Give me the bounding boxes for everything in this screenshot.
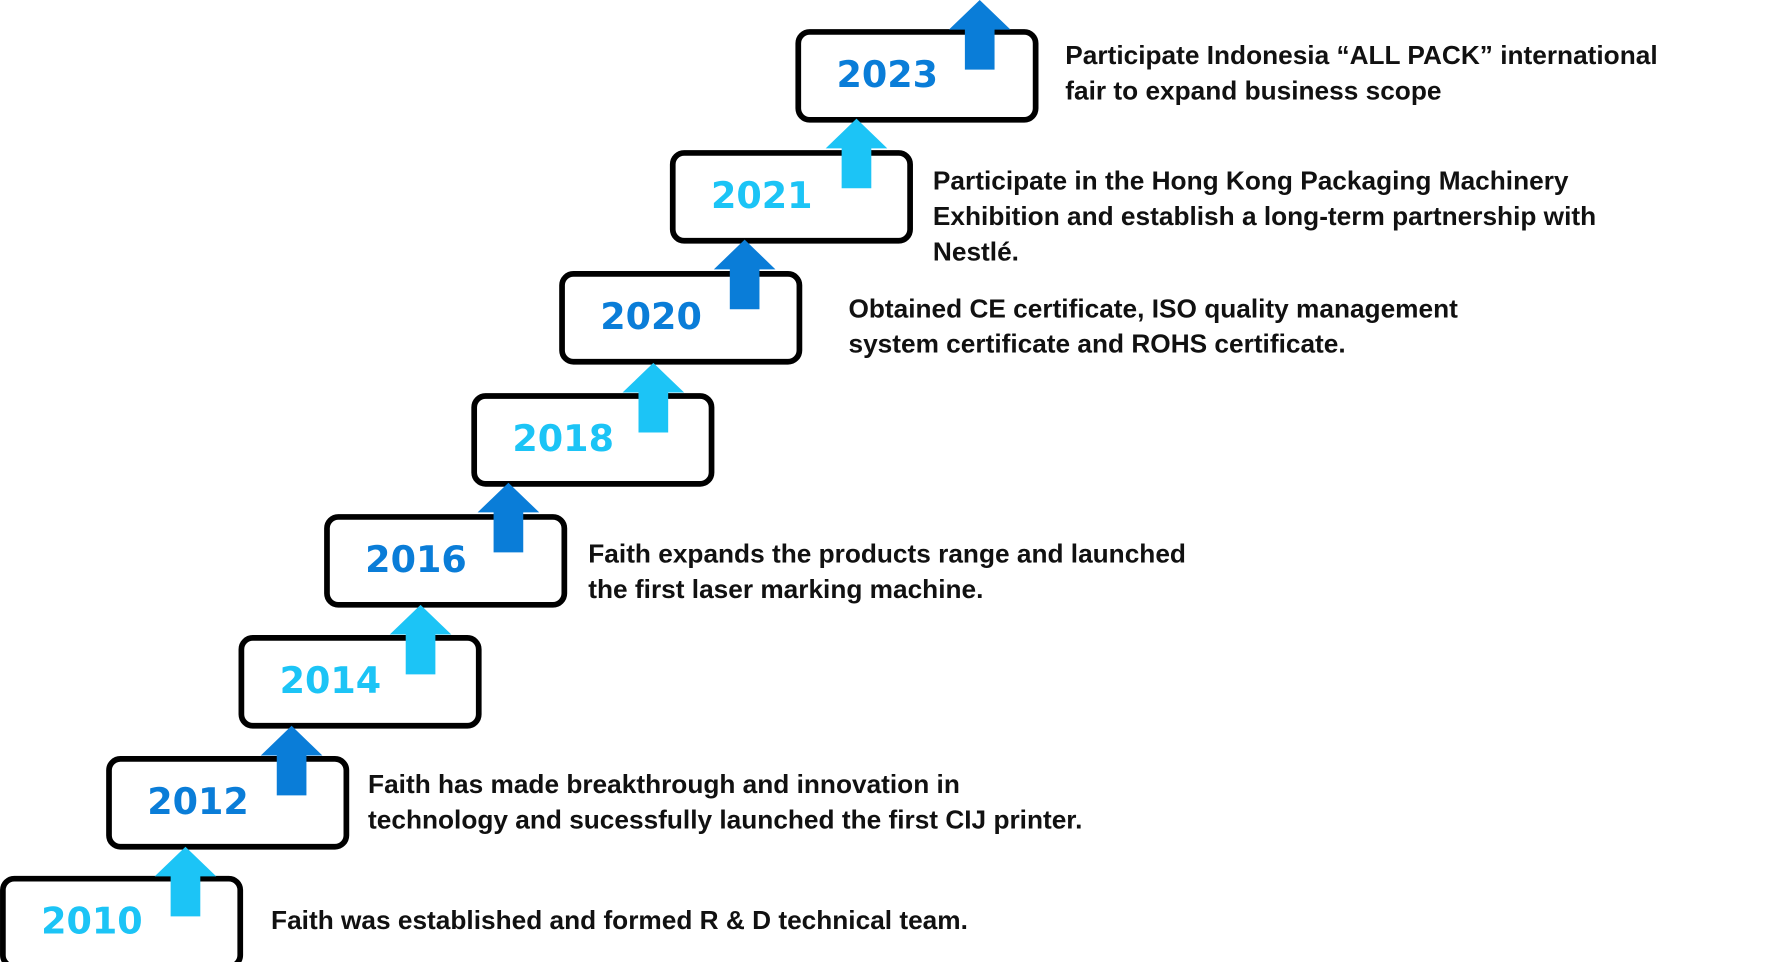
milestone-description: Faith was established and formed R & D t… [271,905,968,935]
year-label: 2021 [711,174,813,217]
milestone-description: Participate in the Hong Kong Packaging M… [933,166,1569,196]
up-arrow [389,604,452,675]
year-label: 2010 [41,900,143,943]
year-label: 2018 [512,417,614,460]
milestone-description: Faith expands the products range and lau… [588,539,1186,569]
up-arrow [260,725,323,796]
milestone-description: Participate Indonesia “ALL PACK” interna… [1065,40,1657,70]
up-arrow [825,118,888,189]
milestone-description: system certificate and ROHS certificate. [848,329,1345,359]
up-arrow [477,482,540,553]
milestone-description: Faith has made breakthrough and innovati… [368,769,960,799]
year-label: 2023 [836,53,938,96]
milestone-description: Exhibition and establish a long-term par… [933,201,1596,231]
up-arrow [622,362,685,433]
milestone-description: Nestlé. [933,236,1019,266]
milestone-description: fair to expand business scope [1065,75,1441,105]
year-label: 2020 [600,295,702,338]
up-arrow [713,239,776,310]
milestone-description: Obtained CE certificate, ISO quality man… [848,293,1458,323]
year-label: 2012 [147,780,249,823]
milestone-description: technology and sucessfully launched the … [368,805,1082,835]
milestone-description: the first laser marking machine. [588,574,983,604]
up-arrow [948,0,1011,70]
up-arrow [154,846,217,917]
year-label: 2014 [280,659,382,702]
year-label: 2016 [365,538,467,581]
